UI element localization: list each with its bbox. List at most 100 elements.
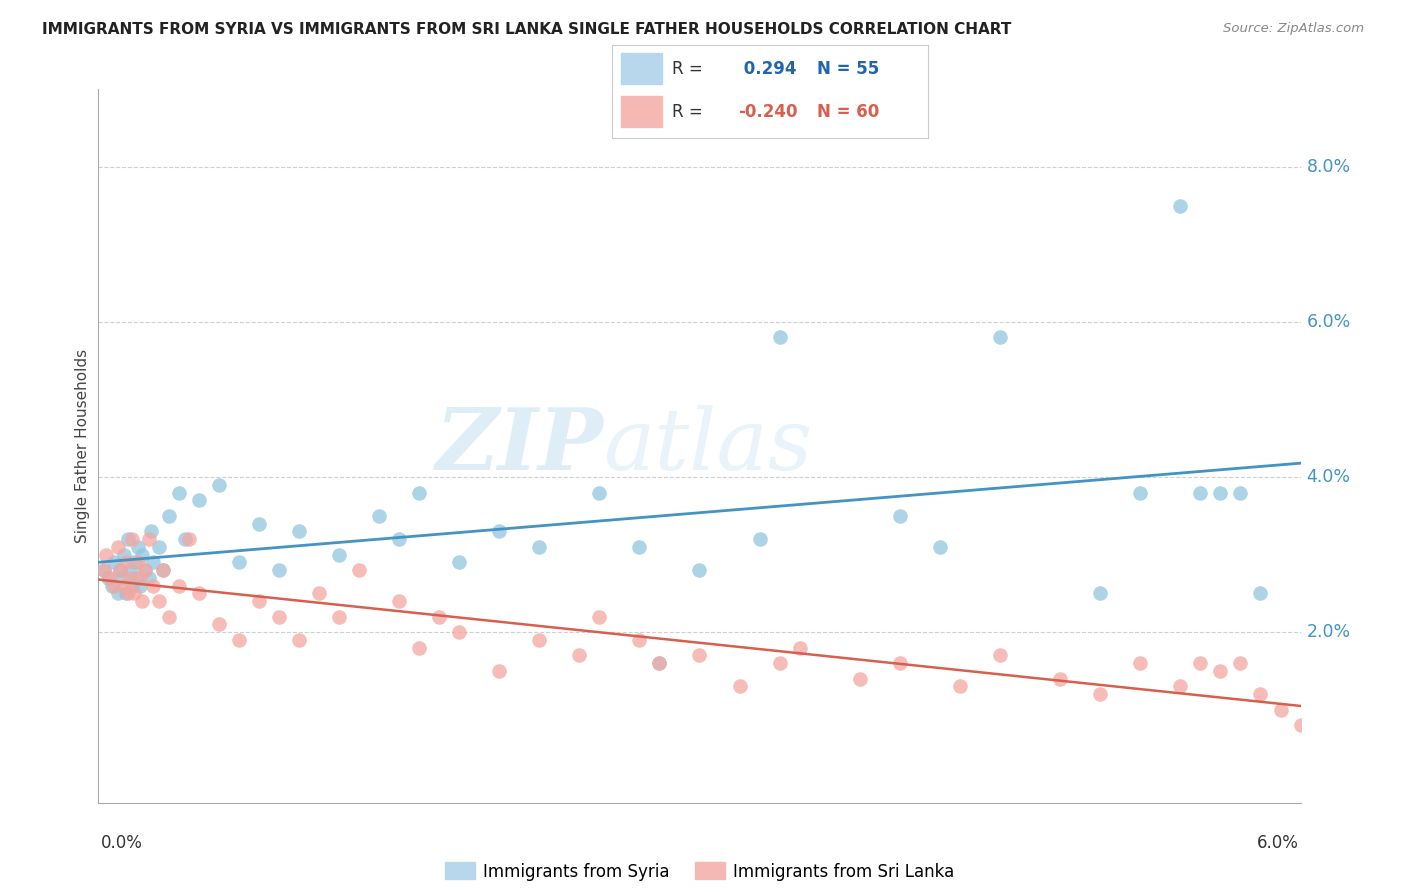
Point xyxy=(328,548,350,562)
Point xyxy=(117,586,139,600)
Point xyxy=(139,524,162,539)
Point xyxy=(1090,586,1112,600)
Point xyxy=(849,672,872,686)
Point xyxy=(101,579,124,593)
Text: 2.0%: 2.0% xyxy=(1306,624,1351,641)
Point xyxy=(1189,485,1212,500)
Point xyxy=(167,485,190,500)
Text: Source: ZipAtlas.com: Source: ZipAtlas.com xyxy=(1223,22,1364,36)
Point xyxy=(1209,664,1232,678)
Text: 0.0%: 0.0% xyxy=(101,834,143,852)
Point xyxy=(288,524,311,539)
Point xyxy=(408,640,430,655)
Point xyxy=(138,571,160,585)
Point xyxy=(929,540,952,554)
Point xyxy=(588,609,610,624)
Point xyxy=(208,477,231,491)
Point xyxy=(157,508,180,523)
Point xyxy=(889,656,911,670)
Point xyxy=(93,563,115,577)
Point xyxy=(187,586,209,600)
Point xyxy=(134,563,156,577)
Point xyxy=(120,571,142,585)
Point xyxy=(115,555,138,569)
Text: IMMIGRANTS FROM SYRIA VS IMMIGRANTS FROM SRI LANKA SINGLE FATHER HOUSEHOLDS CORR: IMMIGRANTS FROM SYRIA VS IMMIGRANTS FROM… xyxy=(42,22,1011,37)
Point xyxy=(148,594,170,608)
Point xyxy=(107,586,129,600)
Point xyxy=(1049,672,1071,686)
Point xyxy=(100,571,122,585)
Point xyxy=(408,485,430,500)
Point xyxy=(103,555,125,569)
Point xyxy=(110,563,132,577)
Point xyxy=(1229,485,1251,500)
Point xyxy=(131,548,153,562)
Point xyxy=(648,656,671,670)
Text: 4.0%: 4.0% xyxy=(1306,468,1351,486)
Point xyxy=(1090,687,1112,701)
Point xyxy=(328,609,350,624)
Point xyxy=(388,532,411,546)
Point xyxy=(889,508,911,523)
Point xyxy=(152,563,174,577)
Point xyxy=(368,508,391,523)
Text: 8.0%: 8.0% xyxy=(1306,158,1351,176)
Point xyxy=(110,563,132,577)
Point xyxy=(1250,586,1272,600)
Text: 6.0%: 6.0% xyxy=(1257,834,1299,852)
Text: 6.0%: 6.0% xyxy=(1306,313,1351,331)
Point xyxy=(247,516,270,531)
Point xyxy=(768,330,790,344)
Text: N = 60: N = 60 xyxy=(817,103,880,121)
Point xyxy=(1270,703,1292,717)
Point xyxy=(117,532,139,546)
Point xyxy=(93,563,115,577)
Point xyxy=(288,632,311,647)
Point xyxy=(789,640,811,655)
Point xyxy=(388,594,411,608)
Point xyxy=(267,609,290,624)
Point xyxy=(529,632,551,647)
Point xyxy=(1289,718,1312,732)
Point xyxy=(107,540,129,554)
Point xyxy=(124,555,146,569)
Point xyxy=(949,680,972,694)
Point xyxy=(447,555,470,569)
Point xyxy=(157,609,180,624)
Point xyxy=(128,555,150,569)
Text: atlas: atlas xyxy=(603,405,813,487)
Y-axis label: Single Father Households: Single Father Households xyxy=(75,349,90,543)
Text: R =: R = xyxy=(672,103,707,121)
Point xyxy=(114,579,136,593)
Point xyxy=(120,563,142,577)
Point xyxy=(96,548,118,562)
Point xyxy=(129,571,152,585)
Point xyxy=(628,632,651,647)
Point xyxy=(128,540,150,554)
Text: R =: R = xyxy=(672,60,707,78)
Point xyxy=(748,532,770,546)
Bar xyxy=(621,96,662,127)
Point xyxy=(1129,656,1152,670)
Point xyxy=(447,625,470,640)
Point xyxy=(768,656,790,670)
Point xyxy=(347,563,370,577)
Point xyxy=(103,579,125,593)
Point xyxy=(988,330,1011,344)
Point xyxy=(1209,485,1232,500)
Text: 0.294: 0.294 xyxy=(738,60,797,78)
Point xyxy=(148,540,170,554)
Point xyxy=(228,632,250,647)
Point xyxy=(427,609,450,624)
Text: -0.240: -0.240 xyxy=(738,103,797,121)
Point xyxy=(121,532,143,546)
Point xyxy=(1189,656,1212,670)
Point xyxy=(628,540,651,554)
Point xyxy=(167,579,190,593)
Point xyxy=(152,563,174,577)
Legend: Immigrants from Syria, Immigrants from Sri Lanka: Immigrants from Syria, Immigrants from S… xyxy=(439,855,960,888)
Point xyxy=(125,571,148,585)
Point xyxy=(129,579,152,593)
Point xyxy=(267,563,290,577)
Point xyxy=(114,548,136,562)
